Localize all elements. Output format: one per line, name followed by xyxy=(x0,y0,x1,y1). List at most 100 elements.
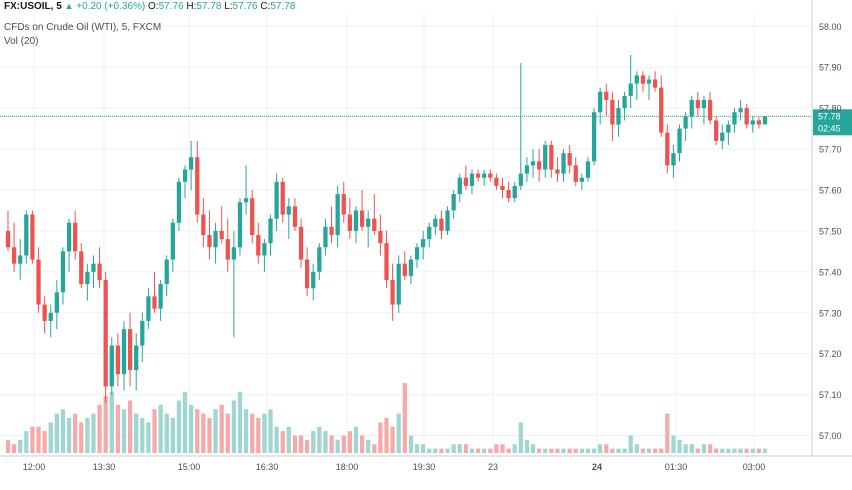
volume-bar xyxy=(231,400,237,453)
volume-legend[interactable]: Vol (20) xyxy=(4,36,39,47)
instrument-legend[interactable]: CFDs on Crude Oil (WTI), 5, FXCM xyxy=(4,22,162,33)
volume-bar xyxy=(170,418,175,453)
candle-body xyxy=(378,230,383,244)
volume-bar xyxy=(225,413,230,453)
volume-bar xyxy=(60,409,66,453)
candle-body xyxy=(427,226,432,240)
candle-body xyxy=(561,153,566,174)
volume-bar xyxy=(738,448,743,453)
candle-body xyxy=(500,185,505,190)
volume-bar xyxy=(714,448,719,453)
candle-body xyxy=(73,222,78,252)
candle-body xyxy=(237,202,243,248)
candle-body xyxy=(359,210,365,227)
volume-bar xyxy=(598,444,603,453)
volume-bar xyxy=(347,431,353,453)
candle-body xyxy=(463,177,468,186)
candle-body xyxy=(622,95,627,109)
x-tick-label: 01:30 xyxy=(665,462,688,472)
volume-bar xyxy=(195,409,200,453)
volume-bar xyxy=(30,426,35,453)
candle-body xyxy=(585,161,591,178)
y-tick-label: 58.00 xyxy=(819,22,842,32)
volume-bar xyxy=(311,431,316,453)
candle-body xyxy=(317,247,322,272)
volume-bar xyxy=(543,448,548,453)
candle-body xyxy=(494,177,499,186)
volume-bar xyxy=(488,448,493,453)
volume-bar xyxy=(451,444,456,453)
volume-bar xyxy=(402,383,407,453)
candle-body xyxy=(347,214,353,231)
volume-bar xyxy=(305,439,310,453)
volume-bar xyxy=(683,444,688,453)
candle-body xyxy=(207,235,212,248)
candle-body xyxy=(671,153,676,166)
y-tick-label: 57.00 xyxy=(819,431,842,441)
volume-bar xyxy=(463,444,468,453)
candle-body xyxy=(762,116,768,125)
volume-bar xyxy=(5,439,11,453)
volume-bar xyxy=(335,439,340,453)
volume-bar xyxy=(323,431,328,453)
volume-bar xyxy=(103,396,108,453)
volume-bar xyxy=(506,448,511,453)
volume-bar xyxy=(659,448,664,453)
volume-bar xyxy=(585,448,591,453)
volume-bar xyxy=(500,444,505,453)
volume-bar xyxy=(243,409,249,453)
candle-body xyxy=(127,329,133,371)
candle-body xyxy=(79,251,84,285)
symbol-legend: FX:USOIL, 5 ▲ +0.20 (+0.36%) O:57.76 H:5… xyxy=(4,1,295,12)
volume-bar xyxy=(408,435,414,453)
volume-bar xyxy=(695,448,700,453)
candle-body xyxy=(689,99,694,117)
volume-bar xyxy=(628,435,633,453)
candle-body xyxy=(262,243,267,256)
low-value: 57.76 xyxy=(232,1,258,12)
volume-bar xyxy=(671,435,676,453)
candle-body xyxy=(732,112,737,125)
change-value: +0.20 (+0.36%) xyxy=(76,1,146,12)
price-tag-countdown: 02:45 xyxy=(818,123,841,133)
candle-body xyxy=(555,169,560,174)
candle-body xyxy=(567,153,572,166)
candle-body xyxy=(164,259,169,285)
volume-bar xyxy=(482,448,487,453)
candle-body xyxy=(268,218,273,244)
volume-bar xyxy=(665,413,670,453)
volume-bar xyxy=(353,426,359,453)
volume-bar xyxy=(756,448,762,453)
candle-body xyxy=(634,75,639,84)
candle-body xyxy=(66,222,72,252)
candle-body xyxy=(201,214,206,235)
candle-body xyxy=(152,296,157,309)
volume-bar xyxy=(341,435,346,453)
candle-body xyxy=(549,144,554,170)
up-arrow-icon: ▲ xyxy=(64,1,74,11)
volume-bar xyxy=(11,444,17,453)
candle-body xyxy=(665,132,670,166)
candle-body xyxy=(420,239,426,248)
y-tick-label: 57.10 xyxy=(819,390,842,400)
close-label: C: xyxy=(260,1,271,12)
candle-body xyxy=(506,189,511,199)
volume-bar xyxy=(573,448,578,453)
candle-body xyxy=(604,91,609,100)
candle-body xyxy=(482,173,487,178)
x-tick-label: 19:30 xyxy=(413,462,436,472)
candle-body xyxy=(530,161,536,166)
candle-body xyxy=(36,259,41,305)
price-tag-box xyxy=(813,109,852,136)
volume-bar xyxy=(152,409,157,453)
candle-body xyxy=(225,239,230,260)
candle-body xyxy=(121,329,127,375)
y-tick-label: 57.20 xyxy=(819,349,842,359)
candle-body xyxy=(402,263,407,276)
volume-bar xyxy=(433,448,438,453)
symbol-label: FX:USOIL, 5 xyxy=(4,1,62,12)
candle-body xyxy=(384,243,389,281)
volume-bar xyxy=(726,448,731,453)
